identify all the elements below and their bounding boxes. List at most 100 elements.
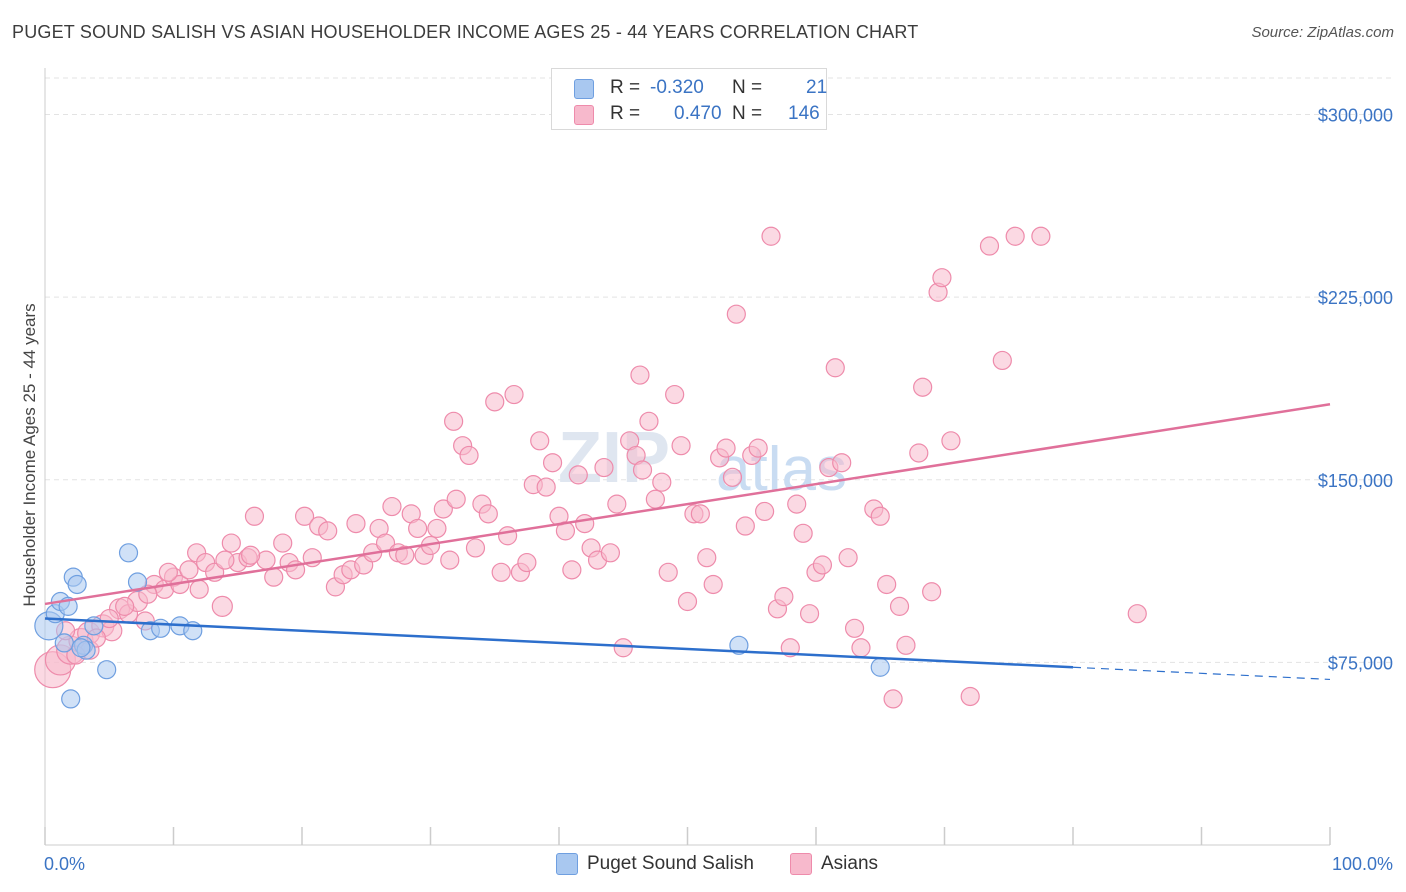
data-point — [67, 574, 87, 595]
data-point — [722, 467, 743, 487]
data-point — [607, 494, 627, 514]
data-point — [613, 638, 633, 658]
data-point — [115, 596, 135, 616]
data-point — [697, 548, 717, 568]
data-point — [735, 516, 755, 536]
data-point — [433, 499, 453, 519]
legend-r-value: 0.470 — [674, 103, 722, 124]
bottom-legend-label-salish: Puget Sound Salish — [587, 853, 754, 874]
data-point — [889, 596, 910, 616]
data-point — [761, 226, 781, 246]
chart-title: PUGET SOUND SALISH VS ASIAN HOUSEHOLDER … — [12, 22, 919, 42]
data-point — [211, 595, 233, 617]
data-point — [630, 365, 650, 385]
data-point — [812, 555, 833, 575]
data-point — [444, 411, 464, 431]
y-tick-label: $75,000 — [1328, 653, 1393, 673]
data-point — [909, 443, 929, 463]
data-point — [54, 633, 74, 653]
data-point — [780, 638, 800, 658]
data-point — [536, 477, 556, 497]
data-point — [459, 445, 479, 466]
data-point — [568, 465, 588, 485]
correlation-legend: R = -0.320 N = 21 R = 0.470 N = 146 — [551, 68, 827, 130]
y-axis-label: Householder Income Ages 25 - 44 years — [20, 303, 39, 606]
legend-n-label: N = — [732, 103, 763, 124]
data-point — [517, 552, 537, 573]
data-point — [671, 436, 691, 456]
y-tick-label: $300,000 — [1318, 106, 1393, 126]
data-point — [485, 392, 505, 412]
trend-lines — [44, 403, 1331, 681]
data-point — [118, 543, 139, 563]
data-point — [179, 560, 199, 580]
data-point — [575, 513, 595, 534]
data-point — [1127, 604, 1147, 624]
data-point — [594, 457, 614, 478]
trend-line — [44, 403, 1331, 606]
legend-r-label: R = — [610, 77, 641, 98]
data-point — [1005, 226, 1025, 246]
data-point — [851, 638, 871, 658]
data-point — [832, 453, 852, 473]
data-point — [562, 560, 582, 580]
data-point — [877, 574, 897, 595]
data-point — [241, 545, 261, 565]
x-tick-label-end: 100.0% — [1332, 854, 1393, 874]
data-point — [189, 579, 209, 599]
legend-n-value: 146 — [788, 103, 820, 124]
data-point — [408, 518, 428, 539]
legend-n-label: N = — [732, 77, 763, 98]
data-point — [542, 453, 563, 473]
data-point — [677, 591, 698, 612]
data-point — [774, 587, 794, 607]
data-point — [382, 496, 402, 517]
data-point — [465, 538, 486, 558]
legend-swatch-asians — [574, 105, 594, 125]
data-point — [793, 523, 813, 543]
data-point — [158, 562, 178, 582]
data-point — [1031, 226, 1051, 246]
axes — [44, 68, 1331, 846]
data-point — [754, 501, 775, 522]
data-point — [870, 657, 890, 677]
data-point — [652, 472, 672, 492]
data-point — [478, 504, 498, 524]
data-point — [787, 494, 807, 514]
data-point — [870, 506, 890, 526]
data-point — [318, 521, 338, 541]
data-point — [151, 618, 171, 638]
data-point — [215, 550, 235, 570]
data-point — [896, 635, 916, 655]
data-point — [71, 638, 91, 658]
data-point — [799, 604, 820, 624]
data-point — [645, 489, 665, 509]
chart-source: Source: ZipAtlas.com — [1251, 24, 1394, 41]
x-tick-label-start: 0.0% — [44, 854, 85, 874]
bottom-legend-swatch-salish — [556, 853, 578, 875]
tick-labels: $75,000 $150,000 $225,000 $300,000 0.0% 100.0… — [44, 106, 1393, 874]
data-point — [703, 574, 723, 595]
data-point — [726, 304, 746, 324]
legend-swatch-salish — [574, 79, 594, 99]
data-point — [690, 504, 710, 524]
data-point — [992, 350, 1012, 371]
data-point — [922, 582, 942, 602]
data-point — [932, 268, 952, 288]
data-point — [729, 635, 749, 655]
data-point — [639, 411, 659, 431]
bottom-legend-swatch-asians — [790, 853, 812, 875]
data-point — [658, 562, 678, 582]
data-point — [264, 567, 284, 587]
data-point — [395, 545, 415, 565]
data-point — [97, 660, 117, 680]
data-point — [273, 533, 293, 553]
data-point — [825, 358, 845, 378]
legend-r-label: R = — [610, 103, 641, 124]
data-point — [294, 506, 315, 526]
data-point — [748, 438, 768, 458]
data-point — [844, 618, 865, 638]
data-point — [61, 689, 81, 709]
data-point — [221, 533, 241, 553]
